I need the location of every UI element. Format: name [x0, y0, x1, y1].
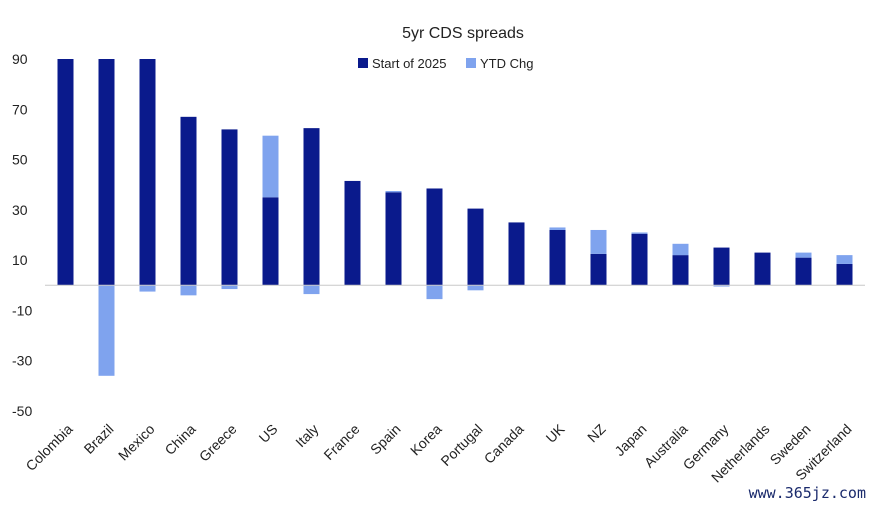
bar-start-of-2025 — [549, 229, 566, 286]
bar-start-of-2025 — [795, 257, 812, 286]
watermark: www.365jz.com — [749, 484, 866, 502]
bar-start-of-2025 — [180, 116, 197, 286]
bar-ytd-chg — [139, 285, 156, 292]
bar-start-of-2025 — [262, 197, 279, 286]
bar-start-of-2025 — [221, 129, 238, 286]
x-tick-label: US — [256, 421, 281, 446]
x-tick-label: Mexico — [115, 421, 158, 464]
y-tick-label: 90 — [12, 51, 28, 67]
x-tick-label: Japan — [611, 421, 649, 459]
bar-start-of-2025 — [754, 252, 771, 286]
y-tick-label: -10 — [12, 302, 32, 318]
x-tick-label: Portugal — [437, 421, 485, 469]
bar-start-of-2025 — [508, 222, 525, 286]
bar-ytd-chg — [795, 252, 812, 258]
bar-ytd-chg — [549, 227, 566, 230]
bar-start-of-2025 — [344, 180, 361, 286]
x-tick-label: Spain — [367, 421, 404, 458]
chart-title: 5yr CDS spreads — [402, 25, 524, 42]
bar-ytd-chg — [98, 285, 115, 376]
bar-start-of-2025 — [631, 233, 648, 286]
x-tick-label: Canada — [481, 421, 527, 467]
x-tick-label: Korea — [407, 421, 445, 459]
bar-ytd-chg — [262, 135, 279, 198]
bar-ytd-chg — [303, 285, 320, 295]
bar-start-of-2025 — [467, 208, 484, 286]
x-tick-label: Brazil — [81, 421, 117, 457]
bar-ytd-chg — [426, 285, 443, 300]
bar-start-of-2025 — [672, 255, 689, 286]
y-tick-label: 10 — [12, 252, 28, 268]
bar-start-of-2025 — [713, 247, 730, 286]
bar-ytd-chg — [385, 191, 402, 193]
legend-label-start: Start of 2025 — [372, 56, 446, 71]
bar-ytd-chg — [836, 255, 853, 264]
x-tick-label: China — [161, 421, 198, 458]
bar-ytd-chg — [221, 285, 238, 290]
bar-start-of-2025 — [426, 188, 443, 286]
legend-swatch-ytd — [466, 58, 476, 68]
bar-ytd-chg — [713, 285, 730, 287]
bar-start-of-2025 — [385, 192, 402, 286]
y-tick-label: -30 — [12, 353, 32, 369]
y-tick-label: 50 — [12, 152, 28, 168]
x-tick-label: Colombia — [22, 421, 75, 474]
bar-start-of-2025 — [836, 263, 853, 286]
y-axis: 90 70 50 30 10 -10 -30 -50 — [12, 51, 32, 419]
bar-start-of-2025 — [303, 128, 320, 286]
bar-ytd-chg — [631, 232, 648, 234]
x-tick-label: France — [320, 421, 362, 463]
y-tick-label: -50 — [12, 403, 32, 419]
legend-label-ytd: YTD Chg — [480, 56, 533, 71]
x-tick-label: Italy — [292, 421, 321, 450]
bar-ytd-chg — [672, 243, 689, 256]
bar-start-of-2025 — [139, 59, 156, 286]
y-tick-label: 70 — [12, 101, 28, 117]
legend-swatch-start — [358, 58, 368, 68]
bar-start-of-2025 — [590, 253, 607, 286]
bar-ytd-chg — [467, 285, 484, 291]
x-tick-label: NZ — [584, 420, 609, 445]
bars — [57, 59, 853, 376]
bar-start-of-2025 — [98, 59, 115, 286]
legend: Start of 2025 YTD Chg — [358, 56, 533, 71]
bar-ytd-chg — [180, 285, 197, 296]
x-tick-label: UK — [543, 420, 569, 446]
y-tick-label: 30 — [12, 202, 28, 218]
bar-ytd-chg — [590, 229, 607, 254]
bar-start-of-2025 — [57, 59, 74, 286]
x-tick-label: Greece — [196, 421, 240, 465]
